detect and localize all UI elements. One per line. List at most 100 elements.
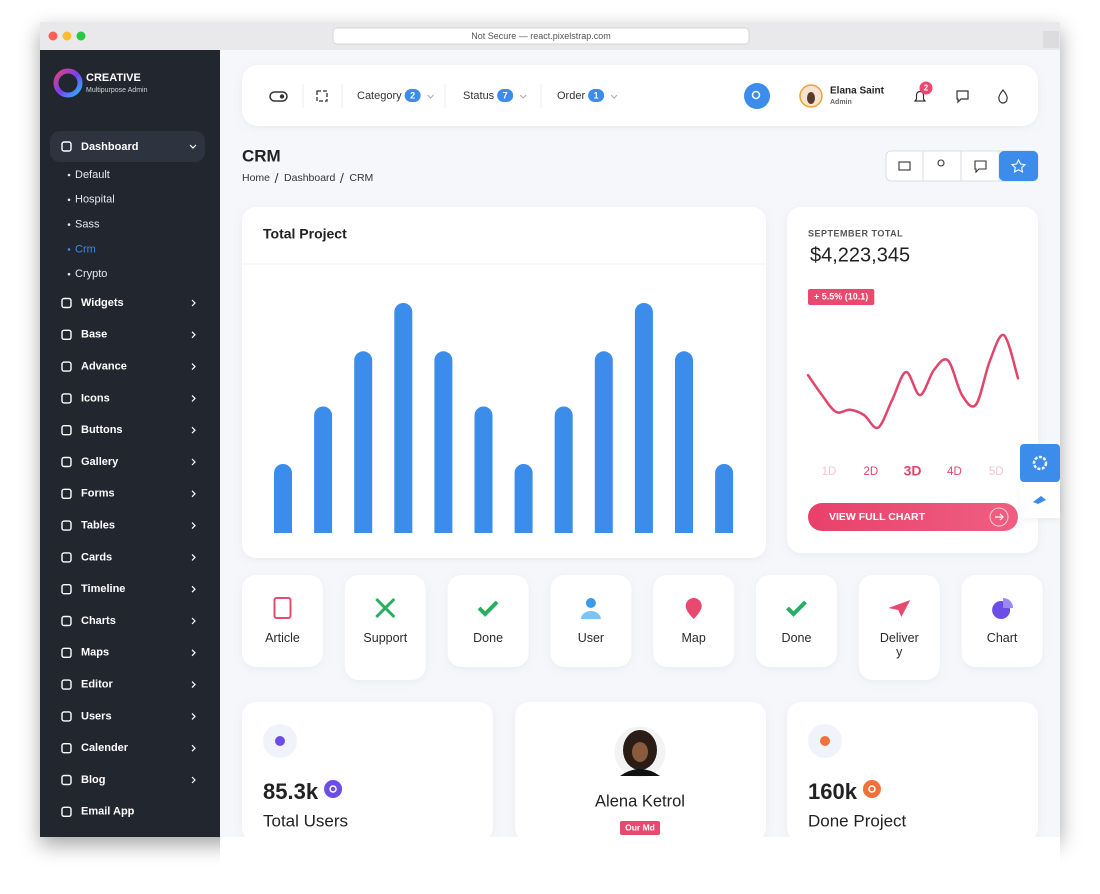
- menu-chevron: [191, 394, 196, 402]
- fullscreen-icon[interactable]: [316, 90, 328, 102]
- chat-icon[interactable]: [974, 160, 987, 174]
- menu-icon: [61, 141, 72, 152]
- close-button[interactable]: [48, 31, 58, 41]
- caret: [519, 94, 527, 99]
- menu-item[interactable]: Users: [81, 710, 112, 722]
- notification-badge: [919, 81, 933, 95]
- menu-item[interactable]: Widgets: [81, 297, 124, 309]
- breadcrumb-item[interactable]: Home: [242, 172, 270, 184]
- shortcut-card[interactable]: [756, 575, 837, 667]
- stat-label: Total Users: [263, 811, 348, 830]
- star-icon[interactable]: [1010, 158, 1027, 174]
- shortcut-card[interactable]: [242, 575, 323, 667]
- menu-item[interactable]: Tables: [81, 520, 115, 532]
- menu-chevron: [191, 458, 196, 466]
- menu-item[interactable]: Gallery: [81, 456, 119, 468]
- menu-chevron: [191, 649, 196, 657]
- toggle-icon[interactable]: [269, 91, 288, 102]
- menu-icon: [61, 552, 72, 563]
- submenu-bullet: [67, 248, 71, 251]
- menu-chevron: [191, 712, 196, 720]
- shortcut-card[interactable]: [550, 575, 632, 667]
- menu-item[interactable]: Blog: [81, 774, 105, 786]
- menu-item[interactable]: Calender: [81, 742, 129, 754]
- breadcrumb-separator: [339, 172, 344, 184]
- menu-item[interactable]: Editor: [81, 679, 113, 691]
- shortcut-card[interactable]: [653, 575, 735, 667]
- address-text: Not Secure — react.pixelstrap.com: [471, 31, 611, 41]
- menu-chevron: [191, 585, 196, 593]
- stat-value: 160k: [808, 779, 858, 804]
- breadcrumb-item[interactable]: Dashboard: [284, 172, 336, 184]
- shortcut-label: Article: [265, 631, 300, 645]
- shortcut-card[interactable]: [858, 575, 940, 680]
- stat-icon: [820, 736, 830, 746]
- menu-icon: [61, 647, 72, 658]
- submenu-item[interactable]: Default: [75, 169, 110, 181]
- range-tab[interactable]: 3D: [904, 463, 922, 479]
- new-tab[interactable]: [1043, 31, 1059, 48]
- add-user-icon[interactable]: [937, 159, 945, 167]
- view-chart-button[interactable]: [808, 503, 1018, 531]
- active-menu-bg[interactable]: [50, 131, 205, 162]
- menu-item[interactable]: Buttons: [81, 424, 123, 436]
- zoom-button[interactable]: [76, 31, 86, 41]
- menu-label: Dashboard: [81, 141, 138, 153]
- view-chart-label: VIEW FULL CHART: [829, 511, 926, 523]
- mail-icon[interactable]: [898, 161, 911, 171]
- menu-item[interactable]: Advance: [81, 361, 127, 373]
- bar: [314, 406, 333, 533]
- chat-icon[interactable]: [956, 90, 969, 104]
- profile-badge: [620, 821, 660, 835]
- range-tab[interactable]: 4D: [947, 466, 962, 478]
- bar: [514, 464, 533, 533]
- menu-chevron: [191, 617, 196, 625]
- filter-label[interactable]: Order: [557, 90, 585, 102]
- range-tab[interactable]: 1D: [822, 466, 837, 478]
- menu-icon: [61, 806, 72, 817]
- menu-item[interactable]: Timeline: [81, 583, 125, 595]
- action-active[interactable]: [999, 151, 1038, 181]
- minimize-button[interactable]: [62, 31, 72, 41]
- profile-name: Alena Ketrol: [595, 792, 685, 810]
- submenu-item[interactable]: Crm: [75, 243, 96, 255]
- filter-label[interactable]: Category: [357, 90, 402, 102]
- submenu-item[interactable]: Sass: [75, 219, 100, 231]
- settings-button[interactable]: [1020, 444, 1060, 482]
- logo: [53, 68, 83, 98]
- submenu-item[interactable]: Hospital: [75, 194, 115, 206]
- bar: [474, 406, 493, 533]
- menu-item[interactable]: Base: [81, 329, 107, 341]
- caret: [610, 94, 618, 99]
- menu-chevron: [191, 331, 196, 339]
- range-tab[interactable]: 5D: [989, 466, 1004, 478]
- search-button[interactable]: [744, 83, 770, 109]
- stat-badge-icon: [329, 785, 337, 793]
- shortcut-card[interactable]: [447, 575, 529, 667]
- menu-item[interactable]: Cards: [81, 551, 112, 563]
- menu-chevron: [191, 776, 196, 784]
- menu-item[interactable]: Maps: [81, 647, 109, 659]
- menu-icon: [61, 488, 72, 499]
- arrow-circle: [989, 507, 1009, 527]
- theme-icon[interactable]: [998, 89, 1008, 104]
- menu-icon: [61, 297, 72, 309]
- submenu-item[interactable]: Crypto: [75, 268, 107, 280]
- menu-item[interactable]: Forms: [81, 488, 115, 500]
- breadcrumb-separator: [274, 172, 279, 184]
- shortcut-icon: [375, 597, 396, 619]
- address-bar[interactable]: [332, 27, 750, 45]
- submenu-bullet: [67, 272, 71, 276]
- shortcut-label: Done: [473, 631, 504, 645]
- menu-item[interactable]: Icons: [81, 392, 110, 404]
- filter-count: 1: [594, 90, 599, 100]
- stat-card: [787, 702, 1038, 842]
- shortcut-card[interactable]: [344, 575, 426, 680]
- menu-item[interactable]: Email App: [81, 806, 135, 818]
- range-tab[interactable]: 2D: [863, 466, 878, 478]
- filter-label[interactable]: Status: [463, 90, 495, 102]
- shortcut-card[interactable]: [961, 575, 1043, 667]
- shortcut-label: Done: [781, 631, 812, 645]
- stat-icon: [275, 736, 285, 746]
- menu-item[interactable]: Charts: [81, 615, 116, 627]
